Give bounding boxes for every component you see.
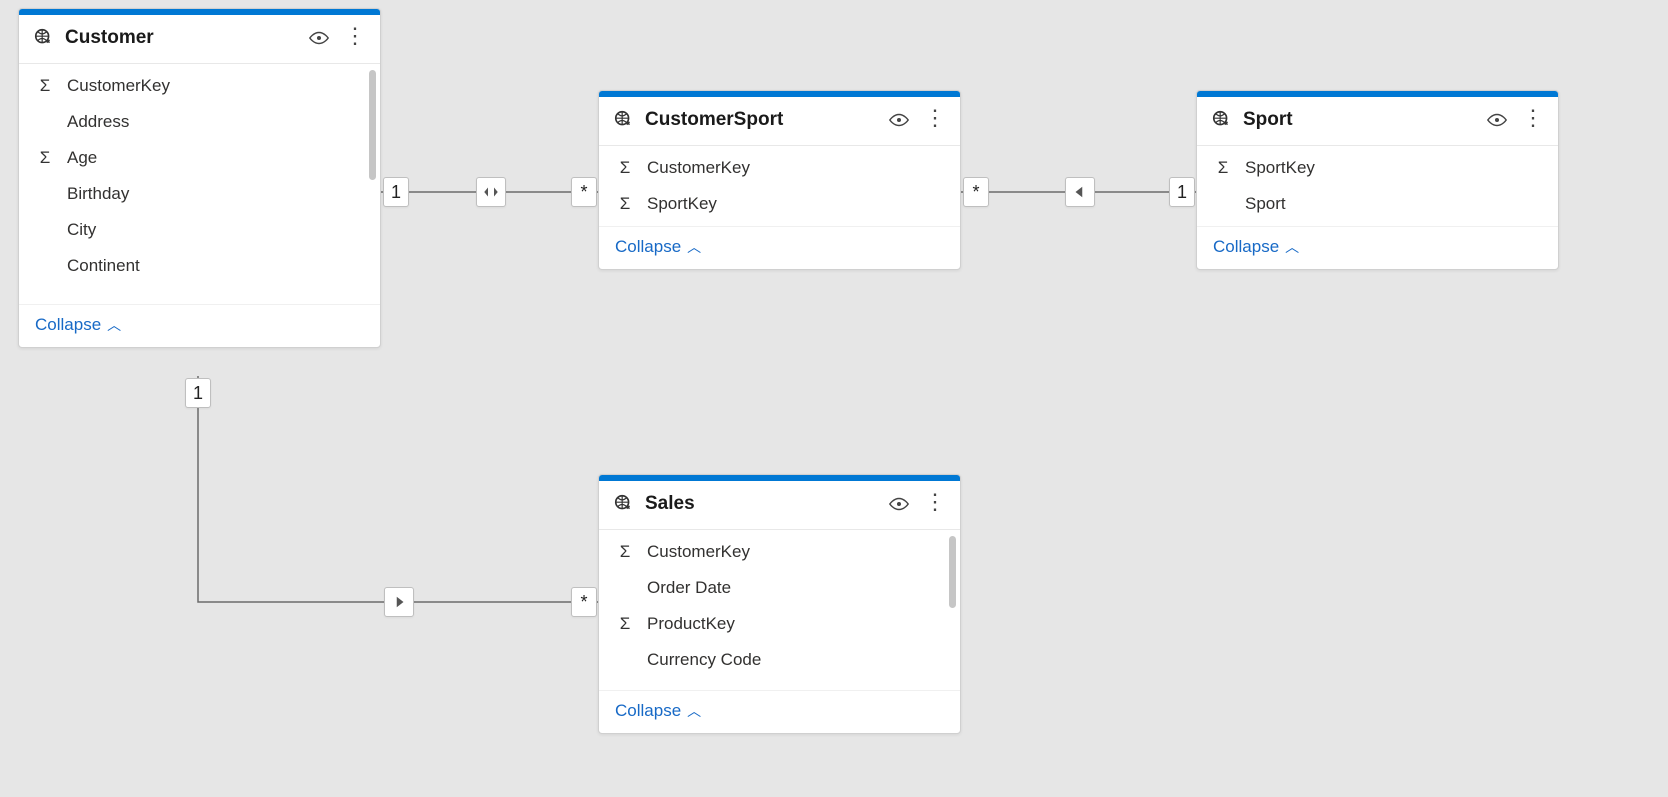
collapse-button[interactable]: Collapse︿ xyxy=(35,315,121,335)
filter-direction-single-icon[interactable] xyxy=(1065,177,1095,207)
more-options-icon[interactable]: ⋮ xyxy=(924,491,946,517)
table-field[interactable]: ΣCustomerKey xyxy=(19,68,380,104)
table-card-customersport[interactable]: CustomerSport ⋮ ΣCustomerKey ΣSportKey C… xyxy=(598,90,961,270)
table-field[interactable]: Birthday xyxy=(19,176,380,212)
visibility-icon[interactable] xyxy=(888,112,910,128)
table-field[interactable]: Sport xyxy=(1197,186,1558,222)
table-field[interactable]: ΣAge xyxy=(19,140,380,176)
sigma-icon: Σ xyxy=(35,76,55,96)
chevron-up-icon: ︿ xyxy=(1285,237,1299,257)
sigma-icon: Σ xyxy=(615,614,635,634)
table-header[interactable]: Customer ⋮ xyxy=(19,15,380,64)
collapse-button[interactable]: Collapse︿ xyxy=(615,237,701,257)
table-field[interactable]: Address xyxy=(19,104,380,140)
table-field[interactable]: Order Date xyxy=(599,570,960,606)
cardinality-many: * xyxy=(571,587,597,617)
visibility-icon[interactable] xyxy=(308,30,330,46)
visibility-icon[interactable] xyxy=(888,496,910,512)
table-card-customer[interactable]: Customer ⋮ ΣCustomerKey Address ΣAge Bir… xyxy=(18,8,381,348)
more-options-icon[interactable]: ⋮ xyxy=(344,25,366,51)
sigma-icon: Σ xyxy=(615,194,635,214)
scrollbar[interactable] xyxy=(949,536,956,608)
cardinality-one: 1 xyxy=(383,177,409,207)
model-canvas[interactable]: 1 * * 1 1 * Customer ⋮ ΣCustomerKey Addr… xyxy=(0,0,1668,797)
table-storage-icon xyxy=(613,493,635,515)
more-options-icon[interactable]: ⋮ xyxy=(924,107,946,133)
scrollbar[interactable] xyxy=(369,70,376,180)
table-card-sport[interactable]: Sport ⋮ ΣSportKey Sport Collapse︿ xyxy=(1196,90,1559,270)
collapse-button[interactable]: Collapse︿ xyxy=(615,701,701,721)
table-field[interactable]: ΣCustomerKey xyxy=(599,534,960,570)
table-field[interactable]: ΣCustomerKey xyxy=(599,150,960,186)
table-card-sales[interactable]: Sales ⋮ ΣCustomerKey Order Date ΣProduct… xyxy=(598,474,961,734)
table-field[interactable]: City xyxy=(19,212,380,248)
table-storage-icon xyxy=(613,109,635,131)
sigma-icon: Σ xyxy=(615,158,635,178)
filter-direction-both-icon[interactable] xyxy=(476,177,506,207)
chevron-up-icon: ︿ xyxy=(687,701,701,721)
collapse-button[interactable]: Collapse︿ xyxy=(1213,237,1299,257)
table-title: CustomerSport xyxy=(645,109,878,131)
sigma-icon: Σ xyxy=(35,148,55,168)
table-header[interactable]: Sales ⋮ xyxy=(599,481,960,530)
field-list: ΣCustomerKey Address ΣAge Birthday City … xyxy=(19,64,380,304)
visibility-icon[interactable] xyxy=(1486,112,1508,128)
cardinality-many: * xyxy=(571,177,597,207)
filter-direction-single-icon[interactable] xyxy=(384,587,414,617)
table-field[interactable]: ΣProductKey xyxy=(599,606,960,642)
table-field[interactable]: Continent xyxy=(19,248,380,284)
field-list: ΣSportKey Sport xyxy=(1197,146,1558,226)
table-storage-icon xyxy=(33,27,55,49)
table-header[interactable]: Sport ⋮ xyxy=(1197,97,1558,146)
table-field[interactable]: ΣSportKey xyxy=(1197,150,1558,186)
table-header[interactable]: CustomerSport ⋮ xyxy=(599,97,960,146)
table-title: Sport xyxy=(1243,109,1476,131)
cardinality-many: * xyxy=(963,177,989,207)
chevron-up-icon: ︿ xyxy=(107,315,121,335)
chevron-up-icon: ︿ xyxy=(687,237,701,257)
table-field[interactable]: ΣSportKey xyxy=(599,186,960,222)
table-field[interactable]: Currency Code xyxy=(599,642,960,678)
table-title: Customer xyxy=(65,27,298,49)
field-list: ΣCustomerKey ΣSportKey xyxy=(599,146,960,226)
more-options-icon[interactable]: ⋮ xyxy=(1522,107,1544,133)
sigma-icon: Σ xyxy=(1213,158,1233,178)
table-storage-icon xyxy=(1211,109,1233,131)
table-title: Sales xyxy=(645,493,878,515)
sigma-icon: Σ xyxy=(615,542,635,562)
field-list: ΣCustomerKey Order Date ΣProductKey Curr… xyxy=(599,530,960,690)
cardinality-one: 1 xyxy=(185,378,211,408)
cardinality-one: 1 xyxy=(1169,177,1195,207)
